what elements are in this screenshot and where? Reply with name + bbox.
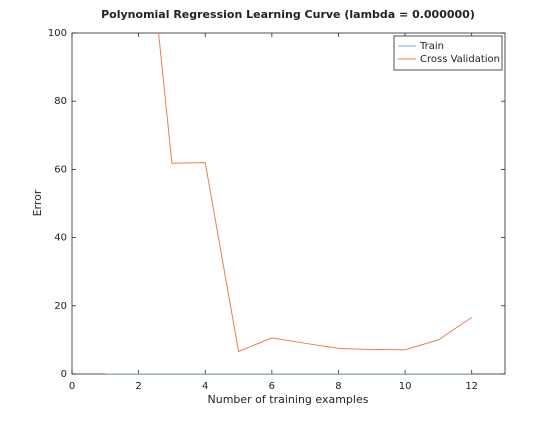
x-tick-label: 10 <box>399 381 412 392</box>
series-line <box>158 33 472 353</box>
x-tick-label: 12 <box>465 381 478 392</box>
x-tick-label: 0 <box>69 381 75 392</box>
y-tick-label: 40 <box>54 233 67 244</box>
plot-area <box>71 32 506 375</box>
y-tick-label: 0 <box>61 369 67 380</box>
chart-title: Polynomial Regression Learning Curve (la… <box>101 8 475 21</box>
legend-label: Cross Validation <box>420 54 500 65</box>
x-tick-label: 2 <box>135 381 141 392</box>
y-tick-label: 100 <box>48 28 67 39</box>
x-axis-label: Number of training examples <box>208 393 369 406</box>
plot-lines <box>105 33 472 374</box>
legend-label: Train <box>419 41 444 52</box>
x-tick-label: 6 <box>269 381 275 392</box>
x-tick-label: 4 <box>202 381 208 392</box>
x-tick-label: 8 <box>335 381 341 392</box>
y-tick-label: 80 <box>54 96 67 107</box>
y-tick-label: 20 <box>54 301 67 312</box>
legend-box <box>393 35 503 71</box>
y-axis-label: Error <box>31 189 44 216</box>
y-tick-label: 60 <box>54 164 67 175</box>
